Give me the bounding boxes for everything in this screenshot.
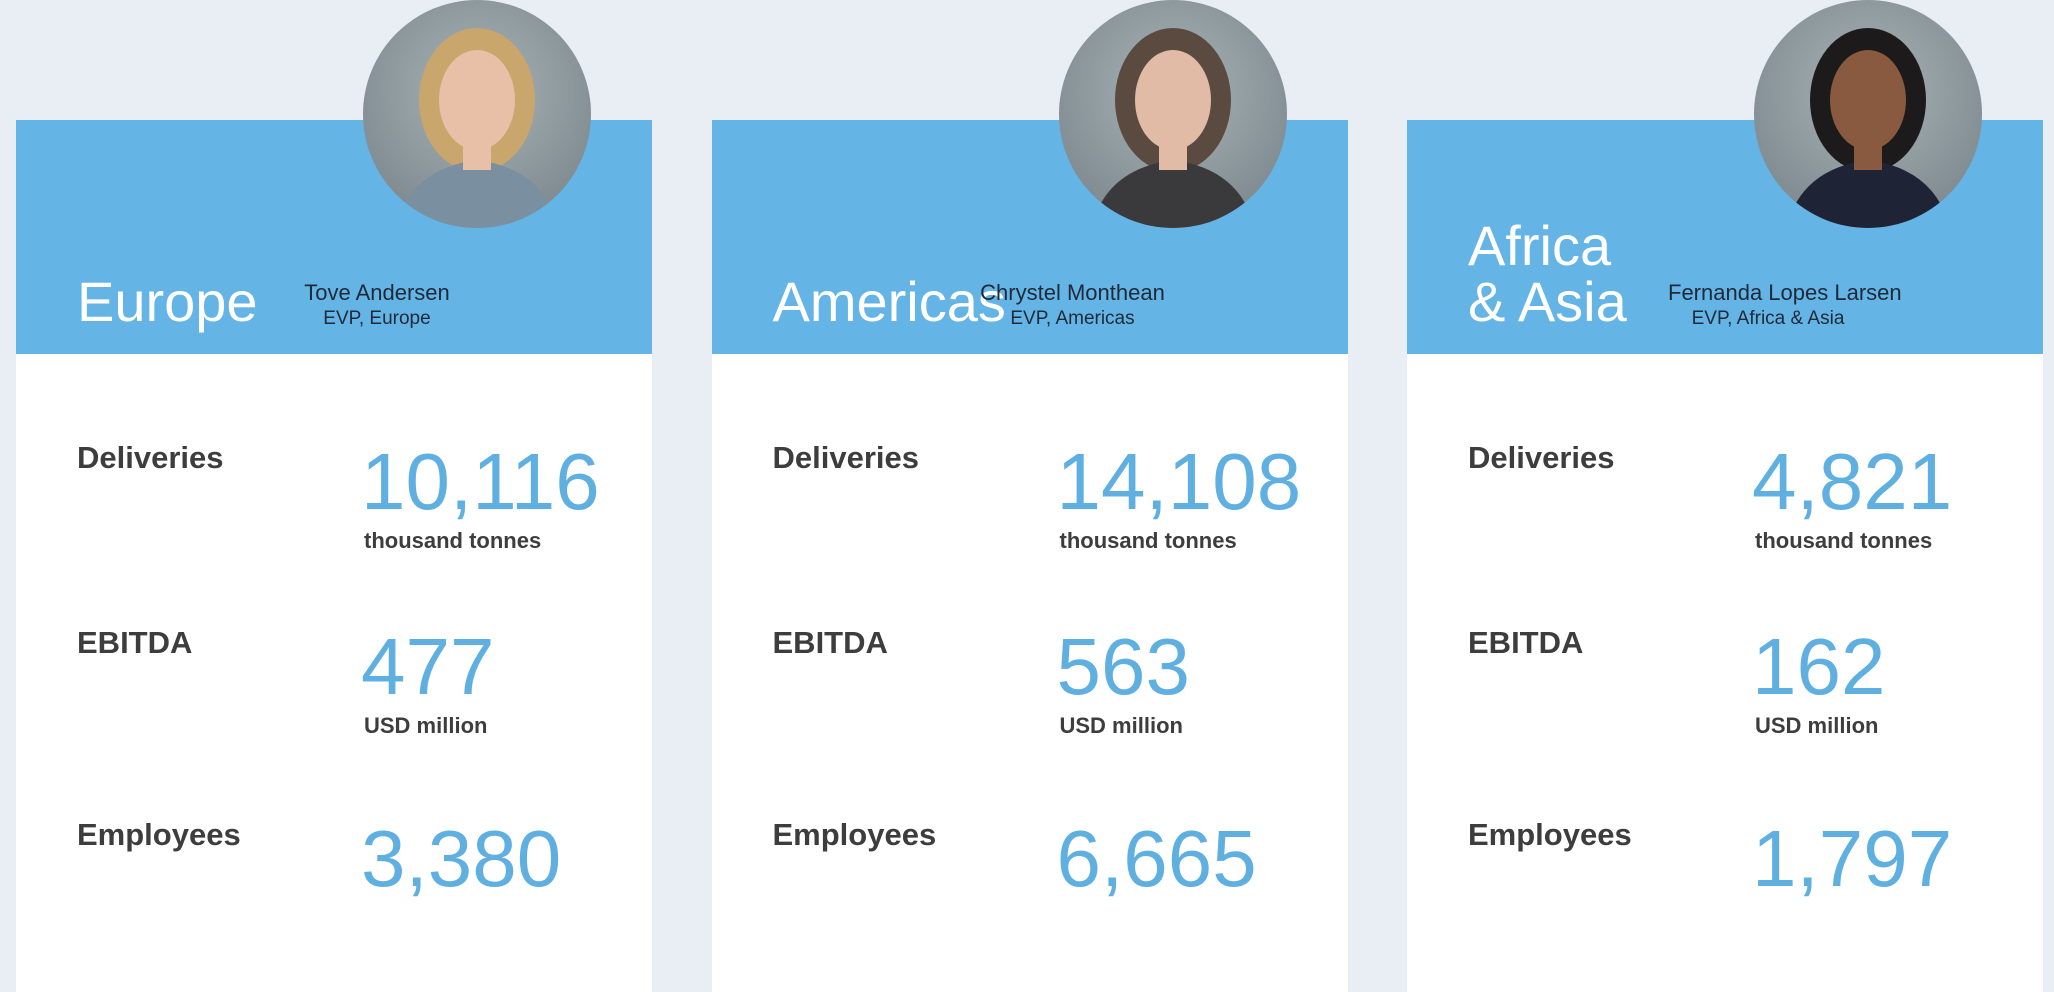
metric-unit: USD million: [364, 713, 488, 738]
metric-value: 14,108: [1056, 437, 1302, 526]
metric-value: 477: [361, 622, 495, 711]
metric-label: Deliveries: [772, 440, 920, 475]
metric-label: Deliveries: [1468, 440, 1615, 475]
executive-name: Tove Andersen: [304, 280, 450, 305]
region-card: Africa & Asia Fernanda Lopes Larsen EVP, A…: [1407, 0, 2043, 992]
metric-label: Employees: [1468, 817, 1632, 852]
executive-name: Fernanda Lopes Larsen: [1668, 280, 1902, 305]
metric-label: EBITDA: [77, 625, 193, 660]
portrait: [363, 0, 591, 228]
metric-label: Employees: [77, 817, 241, 852]
portrait: [1058, 0, 1287, 228]
metric-value: 10,116: [361, 437, 600, 526]
region-card: Europe Tove Andersen EVP, Europe Deliveries…: [16, 0, 652, 992]
metric-unit: USD million: [1755, 713, 1879, 738]
region-name: Africa & Asia: [1468, 214, 1627, 333]
executive-title: EVP, Europe: [323, 308, 431, 329]
executive-title: EVP, Africa & Asia: [1691, 308, 1845, 329]
metric-label: EBITDA: [1468, 625, 1584, 660]
region-card: Americas Chrystel Monthean EVP, Americas De…: [711, 0, 1348, 992]
metric-value: 162: [1752, 622, 1886, 711]
card-header: Europe Tove Andersen EVP, Europe: [16, 0, 652, 354]
region-name: Europe: [77, 270, 258, 333]
metric-unit: thousand tonnes: [364, 528, 542, 553]
metric-value: 6,665: [1056, 814, 1257, 903]
card-header: Americas Chrystel Monthean EVP, Americas: [711, 0, 1348, 354]
metric-unit: USD million: [1059, 713, 1183, 738]
executive-name: Chrystel Monthean: [980, 280, 1165, 305]
metric-label: Deliveries: [77, 440, 224, 475]
portrait: [1754, 0, 1982, 228]
metric-label: Employees: [772, 817, 937, 852]
metric-value: 1,797: [1752, 814, 1953, 903]
metric-label: EBITDA: [772, 625, 888, 660]
executive-title: EVP, Americas: [1010, 308, 1135, 329]
card-header: Africa & Asia Fernanda Lopes Larsen EVP, A…: [1407, 0, 2043, 354]
region-name: Americas: [772, 270, 1006, 333]
metric-value: 4,821: [1752, 437, 1953, 526]
metric-value: 3,380: [361, 814, 562, 903]
metric-value: 563: [1056, 622, 1190, 711]
metric-unit: thousand tonnes: [1059, 528, 1237, 553]
metric-unit: thousand tonnes: [1755, 528, 1933, 553]
